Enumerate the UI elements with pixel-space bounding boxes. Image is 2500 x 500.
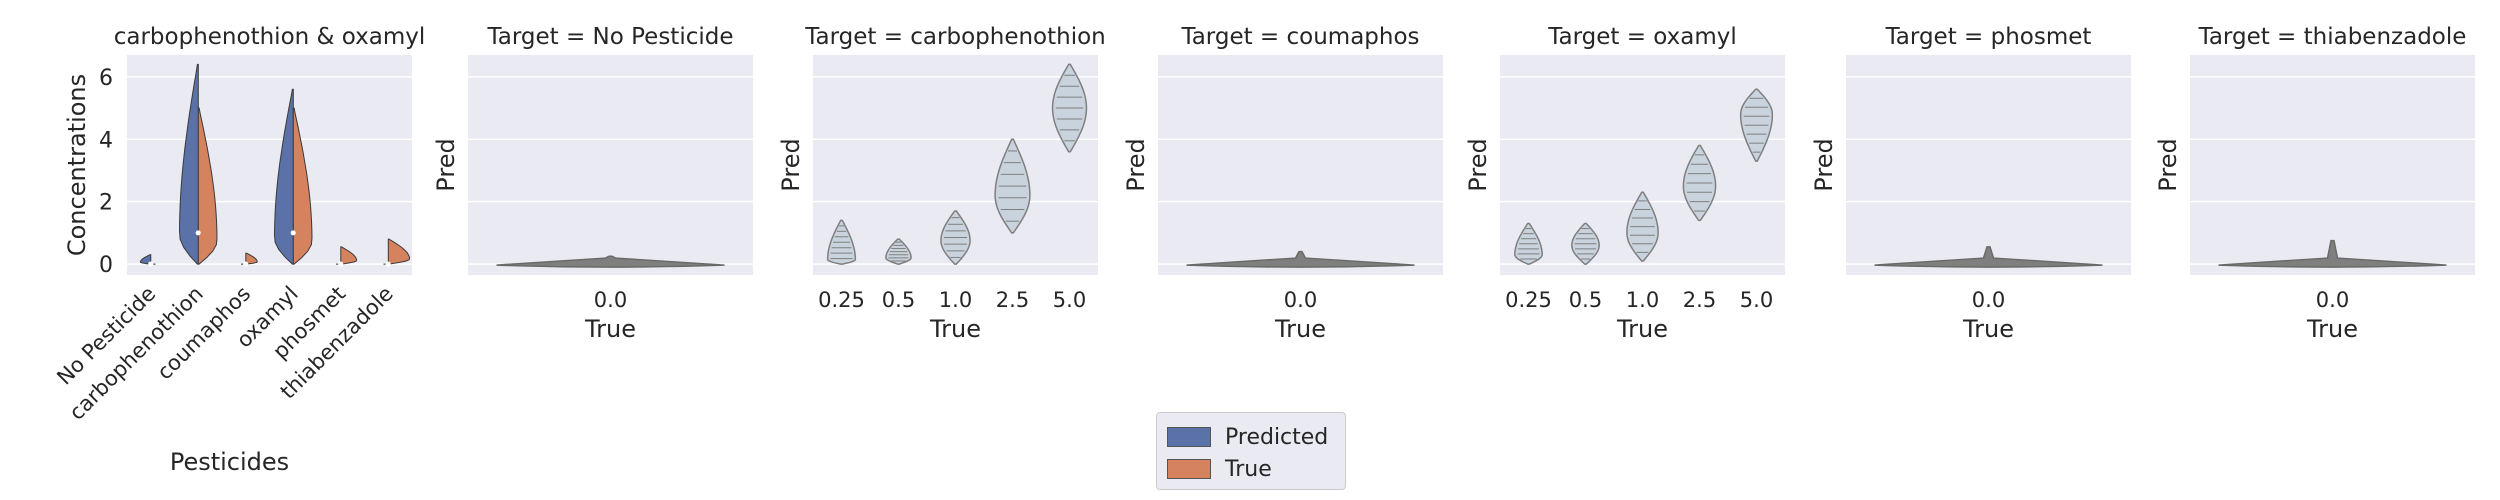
legend-swatch-true <box>1167 459 1211 479</box>
legend-entry-true: True <box>1167 453 1335 485</box>
y-axis-label-2: Pred <box>777 138 805 191</box>
violin-true-phosmet <box>340 246 358 265</box>
violin-1-0-0 <box>496 255 725 268</box>
xtick-label-2-2-5: 2.5 <box>996 288 1029 312</box>
x-axis-label-1: True <box>584 315 636 343</box>
violin-true-thiabenzadole <box>387 238 411 265</box>
xtick-label-4-5-0: 5.0 <box>1740 288 1773 312</box>
violin-true-oxamyl <box>292 107 313 265</box>
panel-title-3: Target = coumaphos <box>1180 24 1419 50</box>
xtick-label-4-0-5: 0.5 <box>1569 288 1602 312</box>
plot-area-5 <box>1846 55 2131 275</box>
xtick-label-4-1-0: 1.0 <box>1626 288 1659 312</box>
violin-5-0-0 <box>1874 246 2103 268</box>
plot-area-3 <box>1158 55 1443 275</box>
legend-label-predicted: Predicted <box>1225 424 1329 450</box>
panel-title-1: Target = No Pesticide <box>486 24 733 50</box>
panel-title-5: Target = phosmet <box>1885 24 2092 50</box>
y-axis-label: Concentrations <box>63 74 91 256</box>
plot-area-6 <box>2190 55 2475 275</box>
violin-3-0-0 <box>1186 250 1415 268</box>
median-true-carbophenothion <box>195 230 201 236</box>
plot-area-0 <box>127 55 412 275</box>
panel-title-2: Target = carbophenothion <box>804 24 1106 50</box>
x-axis-label-5: True <box>1962 315 2014 343</box>
y-axis-label-5: Pred <box>1810 138 1838 191</box>
y-axis-label-3: Pred <box>1122 138 1150 191</box>
violin-true-coumaphos <box>245 252 258 265</box>
x-axis-label-2: True <box>929 315 981 343</box>
x-axis-label-6: True <box>2306 315 2358 343</box>
legend-entry-predicted: Predicted <box>1167 421 1335 453</box>
ytick-label-6: 6 <box>99 66 113 91</box>
violin-6-0-0 <box>2218 239 2447 268</box>
ytick-label-0: 0 <box>99 253 113 278</box>
x-axis-label-3: True <box>1274 315 1326 343</box>
xtick-label-2-0-5: 0.5 <box>882 288 915 312</box>
y-axis-label-6: Pred <box>2154 138 2182 191</box>
xtick-label-3-0-0: 0.0 <box>1284 288 1317 312</box>
median-true-no-pesticide <box>148 261 154 267</box>
xtick-label-2-1-0: 1.0 <box>939 288 972 312</box>
median-true-oxamyl <box>290 230 296 236</box>
median-true-coumaphos <box>243 261 249 267</box>
xtick-label-5-0-0: 0.0 <box>1972 288 2005 312</box>
violin-true-carbophenothion <box>197 107 218 265</box>
xtick-label-4-0-25: 0.25 <box>1505 288 1552 312</box>
panel-title-6: Target = thiabenzadole <box>2198 24 2467 50</box>
y-axis-label-1: Pred <box>432 138 460 191</box>
y-axis-label-4: Pred <box>1464 138 1492 191</box>
median-true-thiabenzadole <box>385 261 391 267</box>
xtick-label-6-0-0: 0.0 <box>2316 288 2349 312</box>
x-axis-label: Pesticides <box>170 448 289 476</box>
legend-label-true: True <box>1225 456 1272 482</box>
median-true-phosmet <box>338 261 344 267</box>
xtick-label-4-2-5: 2.5 <box>1683 288 1716 312</box>
legend: Predicted True <box>1156 412 1346 490</box>
violin-predicted-no-pesticide <box>139 254 152 265</box>
plot-area-1 <box>468 55 753 275</box>
ytick-label-4: 4 <box>99 128 113 153</box>
x-axis-label-4: True <box>1616 315 1668 343</box>
legend-swatch-predicted <box>1167 427 1211 447</box>
xtick-label-2-0-25: 0.25 <box>818 288 865 312</box>
xtick-label-2-5-0: 5.0 <box>1053 288 1086 312</box>
panel-title-4: Target = oxamyl <box>1547 24 1737 50</box>
panel-title-0: carbophenothion & oxamyl <box>114 24 426 50</box>
xtick-label-1-0-0: 0.0 <box>594 288 627 312</box>
ytick-label-2: 2 <box>99 191 113 216</box>
